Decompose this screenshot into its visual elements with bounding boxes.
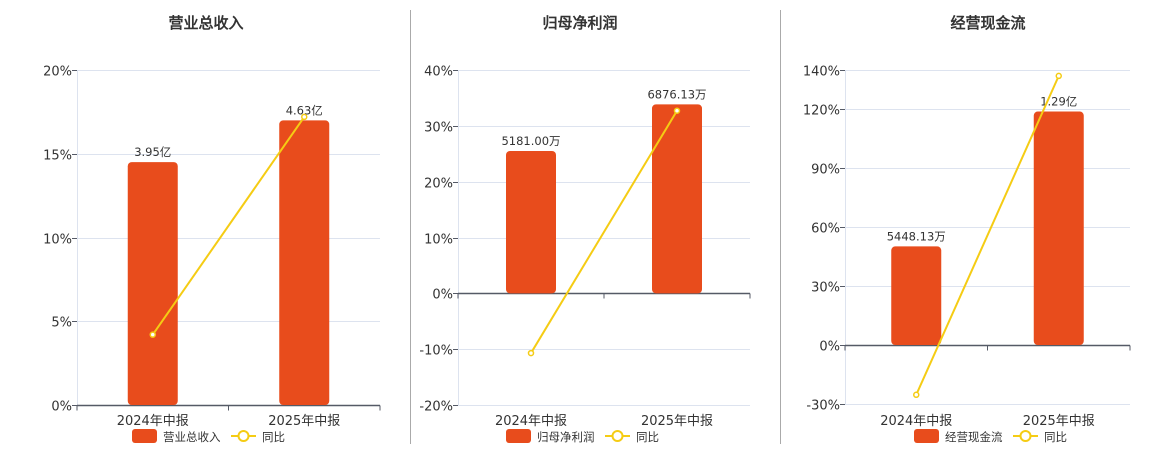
bar-data-label: 3.95亿 (134, 145, 171, 159)
legend-bar-label: 归母净利润 (537, 430, 595, 444)
yoy-point (913, 391, 920, 399)
yoy-point (673, 107, 681, 115)
y-tick-label: 0% (51, 400, 72, 415)
bar-data-label: 6876.13万 (647, 87, 706, 101)
legend-bar-swatch (914, 429, 939, 443)
y-tick-label: -10% (419, 344, 453, 359)
legend-line-marker (237, 430, 250, 442)
yoy-line (915, 75, 1060, 396)
legend-bar-swatch (506, 429, 531, 443)
y-tick-label: -30% (806, 399, 840, 414)
legend-bar-label: 营业总收入 (163, 430, 221, 444)
y-tick-label: 120% (803, 104, 840, 119)
chart-title: 归母净利润 (542, 14, 617, 32)
chart-title: 经营现金流 (950, 14, 1025, 32)
yoy-point (1055, 72, 1062, 80)
y-tick-label: 0% (432, 288, 453, 303)
chart-1: 营业总收入 0% 5% 10% 15% 20% 2024年中报 3.95亿 2025年中报 4.6… (43, 14, 381, 444)
chart-2: 归母净利润 -20% -10% 0% 10% 20% 30% 40% 2024年中报 5181.0… (419, 14, 751, 444)
legend-bar-swatch (132, 429, 157, 443)
legend-line-marker (1019, 430, 1032, 442)
x-tick-label: 2024年中报 (880, 414, 952, 429)
y-tick-label: 10% (424, 233, 453, 248)
bar (652, 104, 702, 294)
yoy-line (530, 110, 678, 354)
y-tick-label: 40% (424, 65, 453, 80)
legend-line-label: 同比 (636, 430, 659, 444)
y-tick-label: 60% (811, 222, 840, 237)
bar (279, 120, 330, 406)
y-tick-label: 0% (819, 340, 840, 355)
yoy-point (301, 113, 308, 121)
y-tick-label: 30% (811, 281, 840, 296)
yoy-point (527, 349, 535, 357)
legend-line-label: 同比 (1044, 430, 1067, 444)
y-tick-label: 30% (424, 121, 453, 136)
y-tick-label: 20% (424, 177, 453, 192)
y-tick-label: 20% (43, 65, 72, 80)
x-tick-label: 2024年中报 (495, 414, 567, 429)
yoy-line (151, 116, 306, 336)
bar (891, 246, 942, 346)
bar-data-label: 5181.00万 (501, 134, 560, 148)
legend-line-marker (611, 430, 624, 442)
y-tick-label: 5% (51, 316, 72, 331)
x-tick-label: 2025年中报 (641, 414, 713, 429)
y-tick-label: 90% (811, 163, 840, 178)
x-tick-label: 2024年中报 (117, 414, 189, 429)
x-tick-label: 2025年中报 (268, 414, 340, 429)
bar-data-label: 4.63亿 (286, 103, 323, 117)
legend-bar-label: 经营现金流 (945, 430, 1003, 444)
bar (1033, 111, 1084, 346)
bar (127, 162, 178, 405)
chart-3: 经营现金流 -30% 0% 30% 60% 90% 120% 140% 2024年中报 5448.… (803, 14, 1131, 444)
y-tick-label: -20% (419, 400, 453, 415)
legend-line-label: 同比 (262, 430, 285, 444)
bar-data-label: 5448.13万 (887, 229, 946, 243)
chart-title: 营业总收入 (168, 14, 243, 32)
y-tick-label: 10% (43, 233, 72, 248)
y-tick-label: 140% (803, 65, 840, 80)
bar (506, 150, 556, 294)
y-tick-label: 15% (43, 149, 72, 164)
x-tick-label: 2025年中报 (1023, 414, 1095, 429)
yoy-point (149, 331, 156, 338)
